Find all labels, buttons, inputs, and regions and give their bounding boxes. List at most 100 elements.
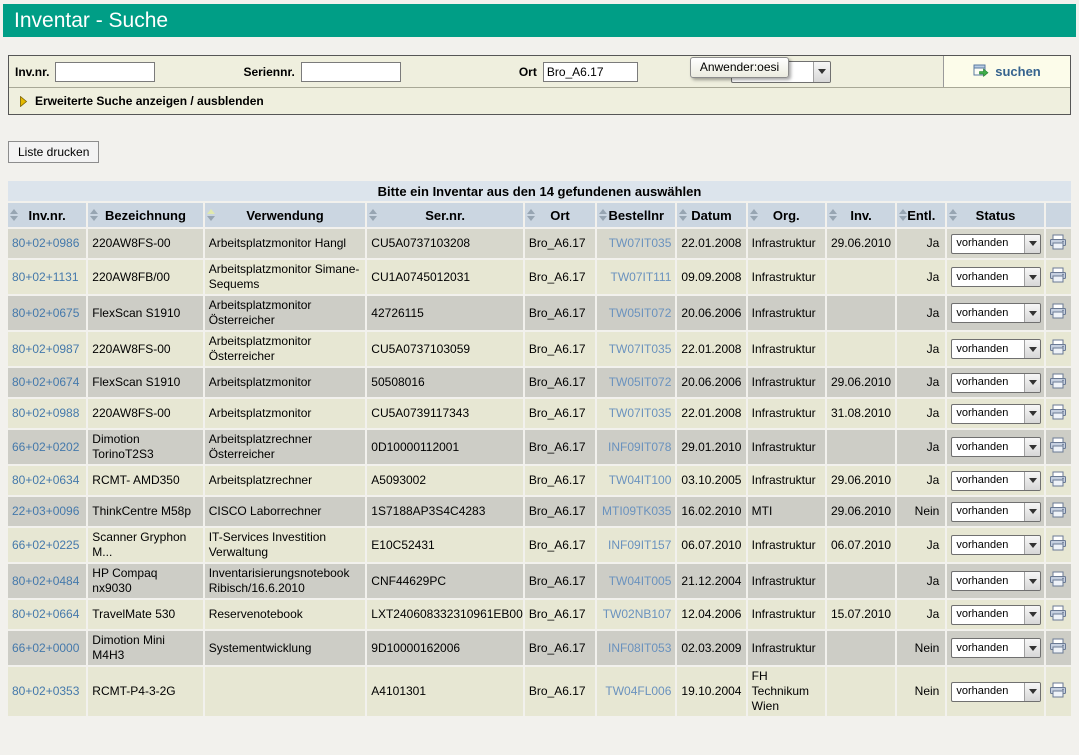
printer-icon[interactable] [1049, 535, 1067, 551]
invnr-link[interactable]: 80+02+0634 [12, 473, 80, 487]
status-select[interactable]: vorhanden [951, 303, 1042, 323]
printer-icon[interactable] [1049, 437, 1067, 453]
invnr-link[interactable]: 66+02+0225 [12, 537, 80, 552]
bestellnr-link[interactable]: TW04IT005 [608, 573, 672, 588]
column-header-bestellnr[interactable]: Bestellnr [597, 203, 676, 227]
chevron-down-icon[interactable] [1024, 340, 1041, 358]
sort-arrows-icon[interactable] [526, 209, 535, 221]
printer-icon[interactable] [1049, 502, 1067, 518]
invnr-link[interactable]: 80+02+0675 [12, 305, 80, 320]
chevron-down-icon[interactable] [1024, 682, 1041, 701]
sort-arrows-icon[interactable] [949, 209, 958, 221]
invnr-link[interactable]: 22+03+0096 [12, 504, 80, 518]
printer-icon[interactable] [1049, 234, 1067, 250]
status-select[interactable]: vorhanden [951, 339, 1042, 359]
sort-arrows-icon[interactable] [899, 209, 908, 221]
sort-arrows-icon[interactable] [369, 209, 378, 221]
printer-icon[interactable] [1049, 638, 1067, 654]
chevron-down-icon[interactable] [1024, 268, 1041, 286]
status-select-value: vorhanden [956, 440, 1009, 453]
advanced-search-toggle[interactable]: Erweiterte Suche anzeigen / ausblenden [9, 87, 1070, 114]
invnr-link[interactable]: 80+02+0674 [12, 375, 80, 389]
chevron-down-icon[interactable] [1024, 438, 1041, 456]
printer-icon[interactable] [1049, 605, 1067, 621]
column-header-invnr[interactable]: Inv.nr. [8, 203, 87, 227]
chevron-down-icon[interactable] [1024, 373, 1041, 392]
invnr-link[interactable]: 80+02+1131 [12, 269, 79, 284]
invnr-link[interactable]: 80+02+0986 [12, 236, 80, 250]
bestellnr-link[interactable]: TW05IT072 [608, 305, 672, 320]
bestellnr-link[interactable]: TW04FL006 [605, 684, 672, 698]
sort-arrows-icon[interactable] [828, 209, 837, 221]
status-select[interactable]: vorhanden [951, 501, 1042, 522]
bestellnr-link[interactable]: INF08IT053 [608, 640, 672, 655]
chevron-down-icon[interactable] [1024, 605, 1041, 624]
status-select[interactable]: vorhanden [951, 470, 1042, 491]
bestellnr-link[interactable]: TW07IT035 [608, 341, 672, 356]
sort-arrows-icon[interactable] [90, 209, 99, 221]
bestellnr-link[interactable]: TW05IT072 [608, 375, 672, 389]
bestellnr-link[interactable]: TW04IT100 [608, 473, 672, 487]
invnr-link[interactable]: 80+02+0988 [12, 406, 80, 420]
suchen-button[interactable]: suchen [943, 56, 1070, 87]
seriennr-input[interactable] [300, 61, 401, 82]
bestellnr-link[interactable]: TW02NB107 [602, 607, 672, 621]
sort-arrows-icon[interactable] [599, 209, 608, 221]
column-header-verwendung[interactable]: Verwendung [204, 203, 366, 227]
chevron-down-icon[interactable] [1024, 234, 1041, 253]
column-header-org[interactable]: Org. [747, 203, 825, 227]
status-select[interactable]: vorhanden [951, 403, 1042, 424]
status-select[interactable]: vorhanden [951, 437, 1042, 457]
column-header-ort[interactable]: Ort [524, 203, 596, 227]
column-header-sernr[interactable]: Ser.nr. [367, 203, 523, 227]
printer-icon[interactable] [1049, 404, 1067, 420]
chevron-down-icon[interactable] [812, 61, 830, 82]
column-header-datum[interactable]: Datum [677, 203, 746, 227]
printer-icon[interactable] [1049, 303, 1067, 319]
print-list-button[interactable]: Liste drucken [8, 141, 100, 163]
sort-arrows-icon[interactable] [206, 209, 215, 221]
invnr-link[interactable]: 80+02+0987 [12, 341, 80, 356]
invnr-link[interactable]: 80+02+0484 [12, 573, 80, 588]
bestellnr-link[interactable]: INF09IT078 [608, 439, 672, 454]
chevron-down-icon[interactable] [1024, 502, 1041, 521]
chevron-down-icon[interactable] [1024, 639, 1041, 657]
sort-arrows-icon[interactable] [10, 209, 18, 221]
invnr-link[interactable]: 66+02+0202 [12, 439, 80, 454]
chevron-down-icon[interactable] [1024, 471, 1041, 490]
status-select[interactable]: vorhanden [951, 535, 1042, 555]
status-select[interactable]: vorhanden [951, 233, 1042, 254]
printer-icon[interactable] [1049, 373, 1067, 389]
status-select[interactable]: vorhanden [951, 372, 1042, 393]
printer-icon[interactable] [1049, 471, 1067, 487]
bestellnr-link[interactable]: INF09IT157 [608, 537, 672, 552]
chevron-down-icon[interactable] [1024, 572, 1041, 590]
bestellnr-link[interactable]: TW07IT035 [608, 406, 672, 420]
column-header-entl[interactable]: Entl. [897, 203, 946, 227]
column-header-status[interactable]: Status [947, 203, 1044, 227]
ort-input[interactable] [542, 61, 638, 82]
chevron-down-icon[interactable] [1024, 536, 1041, 554]
status-select[interactable]: vorhanden [951, 267, 1042, 287]
column-header-bezeichnung[interactable]: Bezeichnung [88, 203, 203, 227]
status-select[interactable]: vorhanden [951, 604, 1042, 625]
bestellnr-link[interactable]: TW07IT035 [608, 236, 672, 250]
column-header-inv[interactable]: Inv. [826, 203, 896, 227]
printer-icon[interactable] [1049, 682, 1067, 698]
bestellnr-link[interactable]: MTI09TK035 [602, 504, 672, 518]
chevron-down-icon[interactable] [1024, 404, 1041, 423]
status-select[interactable]: vorhanden [951, 638, 1042, 658]
status-select[interactable]: vorhanden [951, 571, 1042, 591]
invnr-input[interactable] [55, 61, 156, 82]
invnr-link[interactable]: 80+02+0664 [12, 607, 80, 621]
printer-icon[interactable] [1049, 571, 1067, 587]
sort-arrows-icon[interactable] [749, 209, 758, 221]
invnr-link[interactable]: 66+02+0000 [12, 640, 80, 655]
invnr-link[interactable]: 80+02+0353 [12, 684, 80, 698]
sort-arrows-icon[interactable] [679, 209, 688, 221]
status-select[interactable]: vorhanden [951, 681, 1042, 702]
printer-icon[interactable] [1049, 339, 1067, 355]
bestellnr-link[interactable]: TW07IT111 [610, 269, 672, 284]
printer-icon[interactable] [1049, 267, 1067, 283]
chevron-down-icon[interactable] [1024, 304, 1041, 322]
